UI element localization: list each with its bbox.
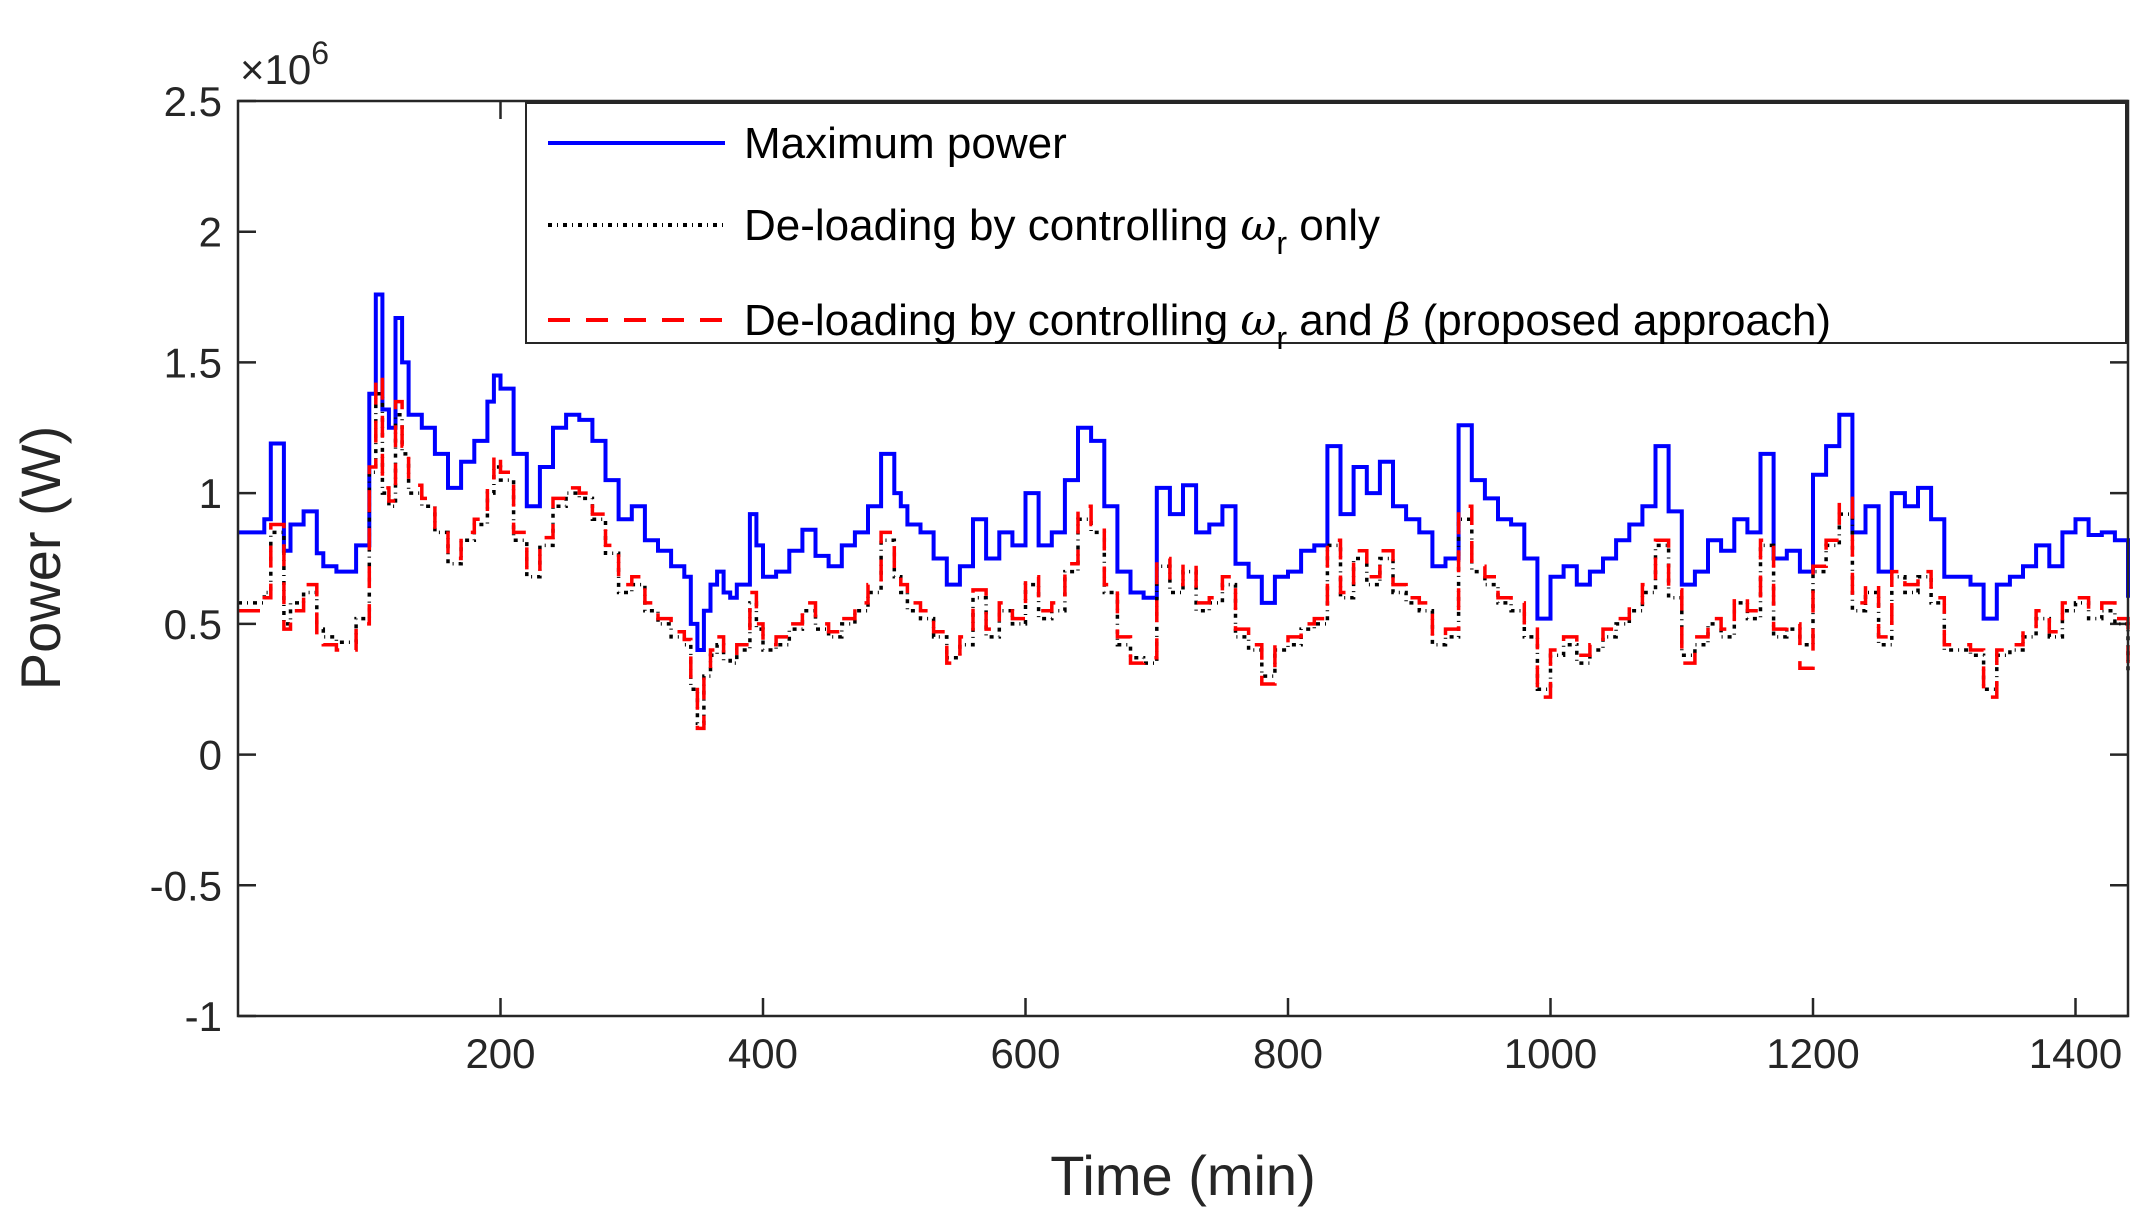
y-tick-label: 2	[199, 209, 222, 256]
x-tick-label: 200	[465, 1030, 535, 1077]
x-tick-label: 400	[728, 1030, 798, 1077]
legend-wr-prefix: De-loading by controlling	[744, 201, 1241, 250]
plot-series	[238, 292, 2130, 731]
x-axis-label: Time (min)	[1050, 1144, 1315, 1207]
legend-label-maximum-power: Maximum power	[744, 119, 1067, 168]
y-tick-label: -1	[185, 993, 222, 1040]
legend-both-suffix: (proposed approach)	[1410, 296, 1831, 345]
y-axis: -1 -0.5 0 0.5 1 1.5 2 2.5	[150, 78, 2128, 1040]
legend-omega-symbol-2: ω	[1241, 295, 1277, 346]
x-axis: 200 400 600 800 1000 1200 1400	[465, 101, 2122, 1077]
x-tick-label: 1000	[1504, 1030, 1597, 1077]
y-axis-label: Power (W)	[9, 426, 72, 690]
y-tick-label: 0	[199, 732, 222, 779]
legend-beta-symbol: β	[1383, 295, 1410, 346]
x-tick-label: 1200	[1766, 1030, 1859, 1077]
series-line-0	[238, 292, 2130, 652]
x-tick-label: 1400	[2029, 1030, 2122, 1077]
y-tick-label: 0.5	[164, 601, 222, 648]
y-tick-label: 2.5	[164, 78, 222, 125]
legend-label-wr-and-beta: De-loading by controlling ωr and β (prop…	[744, 295, 1831, 356]
y-exponent-label: ×106	[240, 35, 329, 93]
legend-omega-symbol: ω	[1241, 200, 1277, 251]
y-tick-label: 1.5	[164, 339, 222, 386]
legend: Maximum power De-loading by controlling …	[525, 102, 2127, 356]
legend-wr-suffix: only	[1287, 201, 1380, 250]
y-exponent-base: ×10	[240, 46, 311, 93]
legend-label-wr-only: De-loading by controlling ωr only	[744, 200, 1380, 261]
y-tick-label: 1	[199, 470, 222, 517]
legend-both-prefix: De-loading by controlling	[744, 296, 1241, 345]
y-tick-label: -0.5	[150, 862, 222, 909]
y-exponent-power: 6	[311, 35, 329, 71]
plot-area-frame	[236, 99, 2130, 1018]
series-line-2	[238, 373, 2130, 731]
legend-box	[525, 102, 2127, 344]
x-tick-label: 800	[1253, 1030, 1323, 1077]
legend-omega-subscript-2: r	[1276, 320, 1287, 356]
series-line-1	[238, 392, 2130, 725]
legend-both-mid: and	[1287, 296, 1385, 345]
legend-omega-subscript: r	[1276, 225, 1287, 261]
x-tick-label: 600	[990, 1030, 1060, 1077]
